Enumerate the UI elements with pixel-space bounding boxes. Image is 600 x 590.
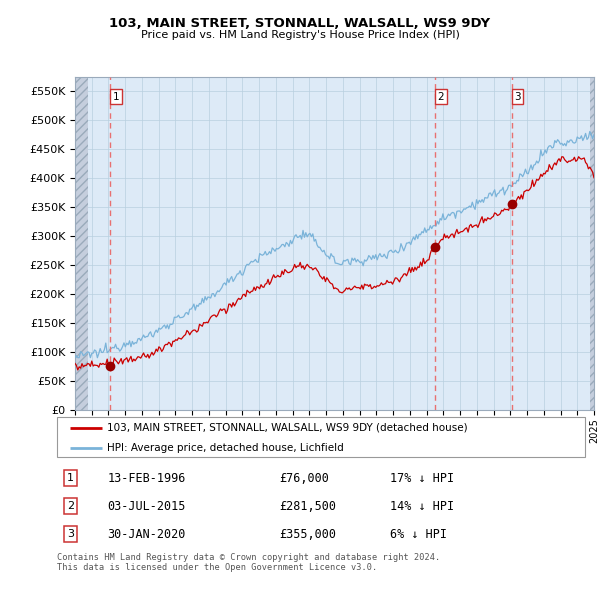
Text: 3: 3 — [514, 91, 521, 101]
Text: 13-FEB-1996: 13-FEB-1996 — [107, 472, 185, 485]
Text: 2: 2 — [437, 91, 444, 101]
Bar — [590, 77, 594, 410]
Text: 2: 2 — [67, 502, 74, 511]
Text: 6% ↓ HPI: 6% ↓ HPI — [389, 527, 446, 540]
Text: 1: 1 — [113, 91, 119, 101]
Text: 30-JAN-2020: 30-JAN-2020 — [107, 527, 185, 540]
FancyBboxPatch shape — [57, 417, 585, 457]
Bar — [75, 77, 88, 410]
Text: 03-JUL-2015: 03-JUL-2015 — [107, 500, 185, 513]
Text: £355,000: £355,000 — [279, 527, 336, 540]
Bar — [590, 77, 594, 410]
Bar — [75, 77, 88, 410]
Text: £281,500: £281,500 — [279, 500, 336, 513]
Text: 103, MAIN STREET, STONNALL, WALSALL, WS9 9DY (detached house): 103, MAIN STREET, STONNALL, WALSALL, WS9… — [107, 423, 468, 433]
Text: £76,000: £76,000 — [279, 472, 329, 485]
Text: Contains HM Land Registry data © Crown copyright and database right 2024.
This d: Contains HM Land Registry data © Crown c… — [57, 553, 440, 572]
Text: 1: 1 — [67, 473, 74, 483]
Text: 103, MAIN STREET, STONNALL, WALSALL, WS9 9DY: 103, MAIN STREET, STONNALL, WALSALL, WS9… — [109, 17, 491, 30]
Text: Price paid vs. HM Land Registry's House Price Index (HPI): Price paid vs. HM Land Registry's House … — [140, 30, 460, 40]
Text: HPI: Average price, detached house, Lichfield: HPI: Average price, detached house, Lich… — [107, 444, 344, 454]
Text: 17% ↓ HPI: 17% ↓ HPI — [389, 472, 454, 485]
Text: 14% ↓ HPI: 14% ↓ HPI — [389, 500, 454, 513]
Text: 3: 3 — [67, 529, 74, 539]
